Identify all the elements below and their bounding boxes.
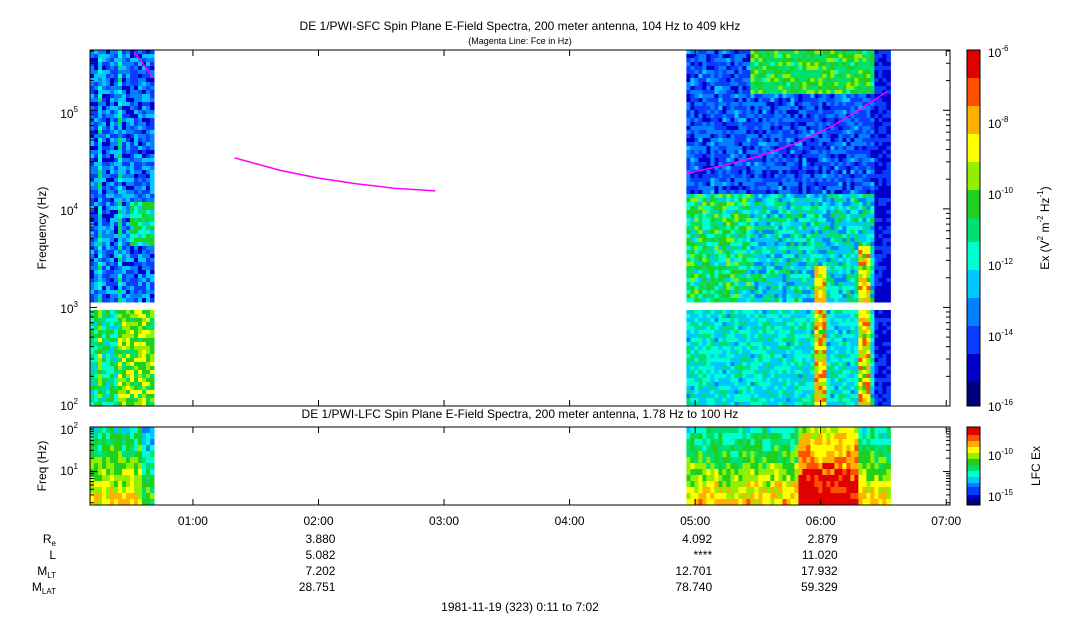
sfc-ytick-marks xyxy=(90,50,950,407)
sfc-colorbar-ticks: 10-6 10-8 10-10 10-12 10-14 10-16 xyxy=(988,44,1013,414)
lfc-spectrogram xyxy=(90,427,891,506)
sfc-spectrogram xyxy=(90,50,891,407)
time-range-footer: 1981-11-19 (323) 0:11 to 7:02 xyxy=(441,600,599,614)
lfc-cbar-tick-1e-15: 10-15 xyxy=(988,488,1013,504)
lfc-frame xyxy=(89,426,951,506)
ephemeris-value: 4.092 xyxy=(682,532,712,546)
lfc-ylabel: Freq (Hz) xyxy=(35,441,49,492)
ephemeris-value: 78.740 xyxy=(675,580,712,594)
fce-segment-3 xyxy=(686,90,888,174)
sfc-ylabel: Frequency (Hz) xyxy=(35,187,49,270)
ephemeris-value: 59.329 xyxy=(801,580,838,594)
lfc-ytick-labels: 101 102 xyxy=(60,421,78,478)
xtick-label: 01:00 xyxy=(178,514,208,528)
sfc-frame xyxy=(89,49,951,407)
xtick-label: 07:00 xyxy=(931,514,961,528)
x-axis: 01:00 02:00 03:00 04:00 05:00 06:00 07:00 xyxy=(178,50,962,528)
ephemeris-value: 12.701 xyxy=(675,564,712,578)
ephemeris-value: 11.020 xyxy=(802,548,838,562)
cbar-tick-1e-14: 10-14 xyxy=(988,328,1013,344)
ephemeris-table: Re 3.880 4.092 2.879 L 5.082 **** 11.020 MLT 7.20… xyxy=(32,532,838,596)
ephemeris-value: 5.082 xyxy=(305,548,335,562)
sfc-colorbar-label: Ex (V2 m-2 Hz-1) xyxy=(1036,186,1052,269)
sfc-ytick-10000: 104 xyxy=(60,202,78,218)
lfc-colorbar-ticks: 10-10 10-15 xyxy=(988,447,1013,504)
sfc-ytick-100000: 105 xyxy=(60,105,78,121)
sfc-ytick-labels: 102 103 104 105 xyxy=(60,105,78,413)
lfc-ytick-100: 102 xyxy=(60,421,78,437)
lfc-colorbar xyxy=(967,427,980,506)
ephemeris-row-label: MLAT xyxy=(32,580,56,596)
xtick-label: 03:00 xyxy=(429,514,459,528)
cbar-tick-1e-6: 10-6 xyxy=(988,44,1009,60)
cbar-tick-1e-16: 10-16 xyxy=(988,398,1013,414)
ephemeris-value: 28.751 xyxy=(299,580,336,594)
lfc-colorbar-label: LFC Ex xyxy=(1029,446,1043,486)
lfc-ytick-marks xyxy=(90,426,950,504)
ephemeris-value: 7.202 xyxy=(305,564,335,578)
ephemeris-row-label: MLT xyxy=(37,564,56,580)
lfc-colorbar-frame xyxy=(966,426,981,506)
fce-segment-1 xyxy=(133,51,154,78)
cbar-tick-1e-12: 10-12 xyxy=(988,257,1013,273)
cbar-tick-1e-8: 10-8 xyxy=(988,115,1009,131)
ephemeris-value: 3.880 xyxy=(305,532,335,546)
sfc-colorbar-frame xyxy=(966,49,981,407)
ephemeris-value: 2.879 xyxy=(808,532,838,546)
lfc-cbar-tick-1e-10: 10-10 xyxy=(988,447,1013,463)
ephemeris-value: **** xyxy=(693,548,712,562)
xtick-label: 04:00 xyxy=(555,514,585,528)
sfc-subtitle: (Magenta Line: Fce in Hz) xyxy=(468,36,572,46)
ephemeris-row-label: L xyxy=(49,548,56,562)
sfc-ytick-100: 102 xyxy=(60,397,78,413)
cbar-tick-1e-10: 10-10 xyxy=(988,186,1013,202)
lfc-title: DE 1/PWI-LFC Spin Plane E-Field Spectra,… xyxy=(302,407,739,421)
ephemeris-row-label: Re xyxy=(43,532,57,548)
sfc-title: DE 1/PWI-SFC Spin Plane E-Field Spectra,… xyxy=(300,19,741,33)
xtick-label: 05:00 xyxy=(680,514,710,528)
fce-segment-2 xyxy=(234,157,436,192)
sfc-colorbar xyxy=(967,50,980,407)
xtick-label: 02:00 xyxy=(303,514,333,528)
ephemeris-value: 17.932 xyxy=(801,564,838,578)
sfc-ytick-1000: 103 xyxy=(60,300,78,316)
xtick-label: 06:00 xyxy=(806,514,836,528)
fce-line xyxy=(133,51,888,192)
lfc-ytick-10: 101 xyxy=(60,462,78,478)
